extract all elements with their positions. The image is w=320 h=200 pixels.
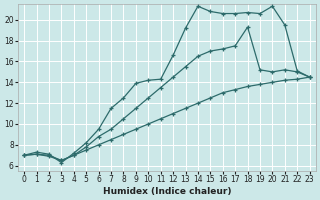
X-axis label: Humidex (Indice chaleur): Humidex (Indice chaleur) <box>103 187 231 196</box>
